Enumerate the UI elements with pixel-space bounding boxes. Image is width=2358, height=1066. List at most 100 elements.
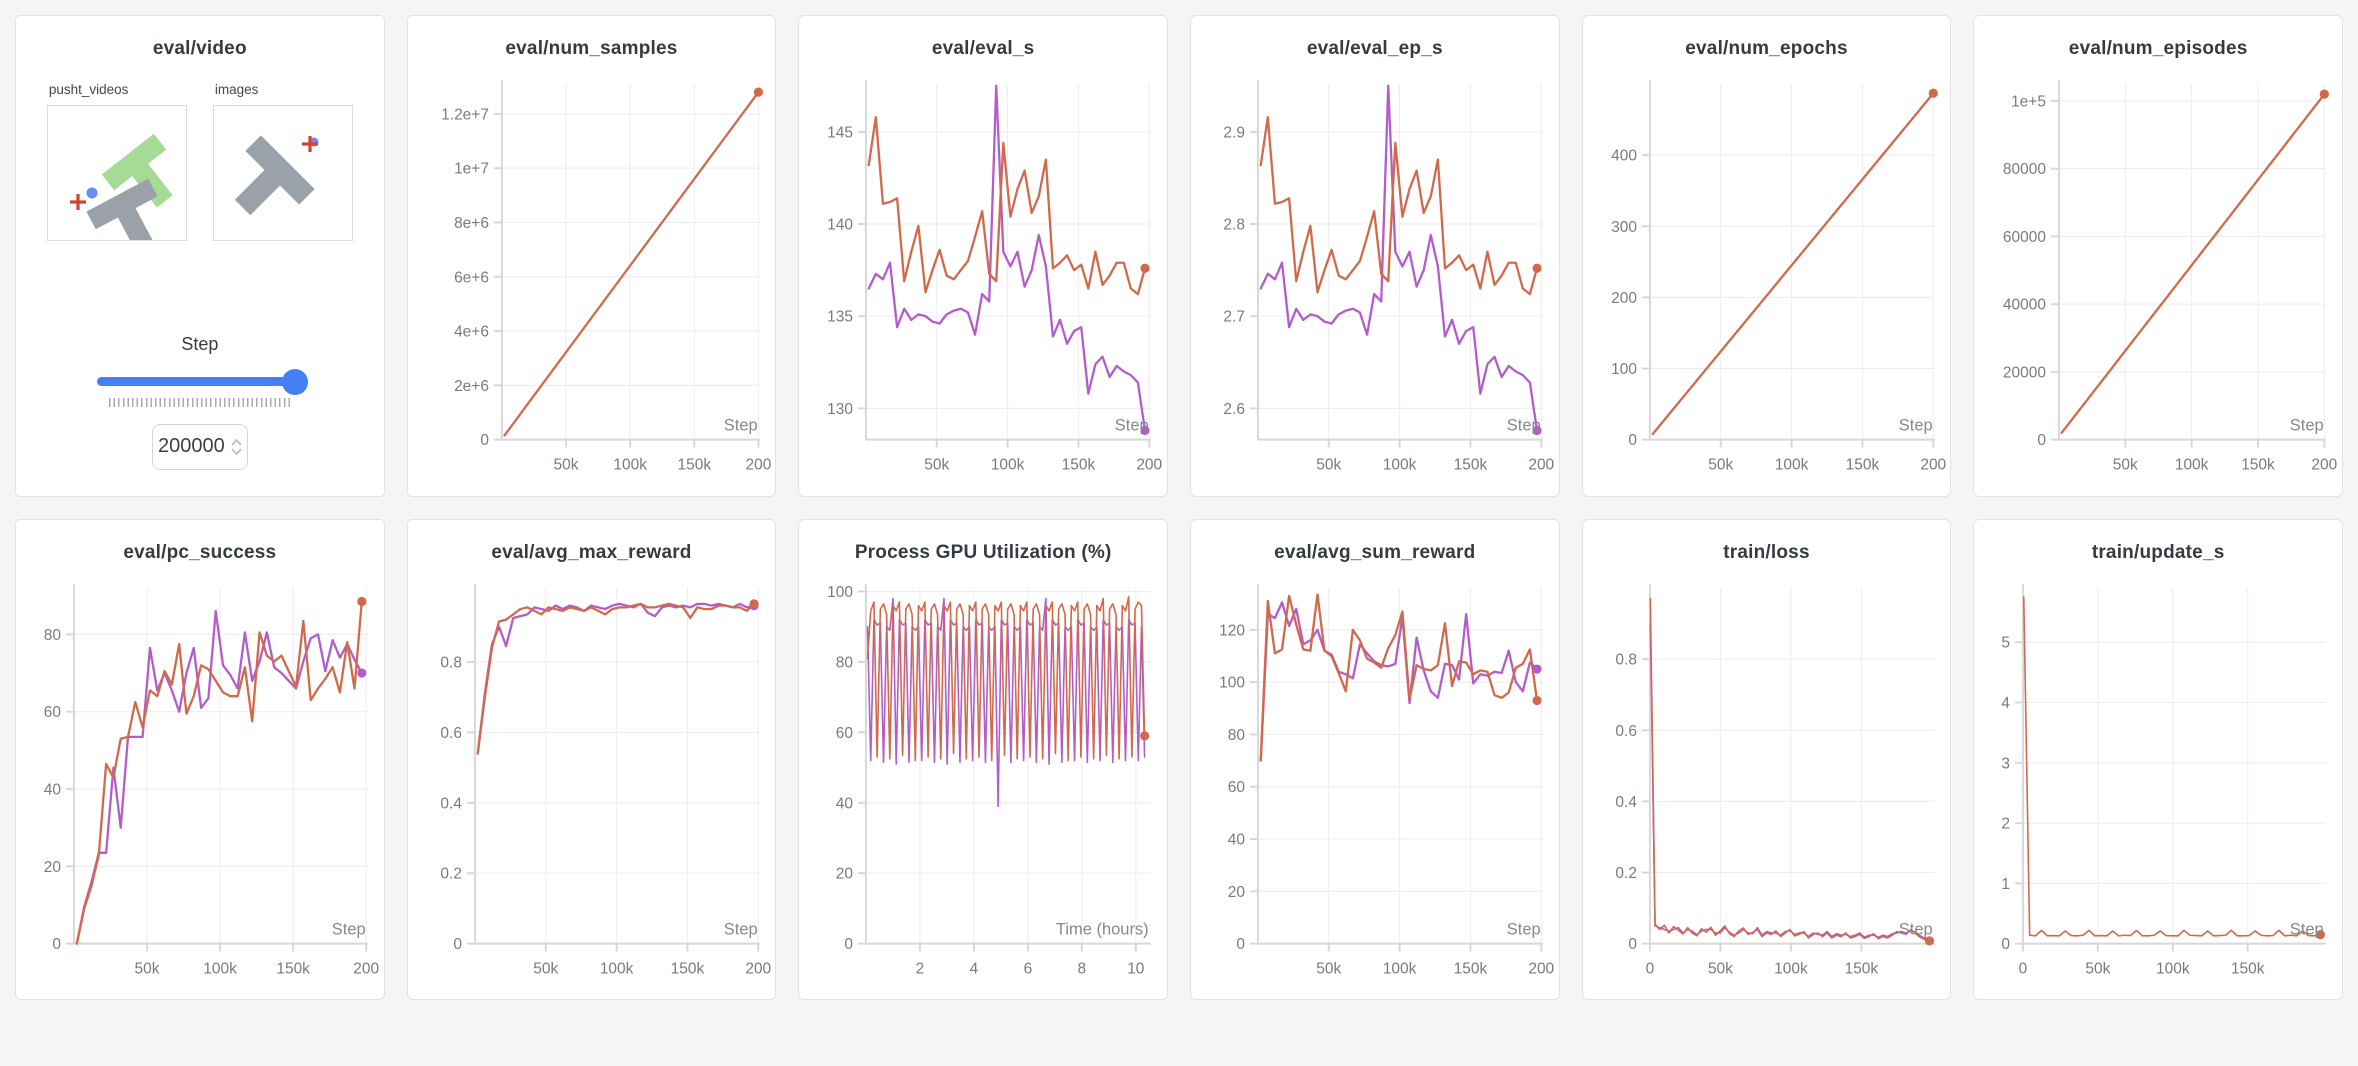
svg-text:150k: 150k	[677, 457, 711, 474]
svg-text:1.2e+7: 1.2e+7	[441, 106, 489, 123]
svg-text:100k: 100k	[1383, 960, 1417, 977]
line-chart[interactable]: 0 20 40 60 80 100 120 50k 100k 150k 200 Step	[1191, 572, 1559, 1000]
svg-text:Time (hours): Time (hours)	[1056, 920, 1149, 938]
svg-text:0.2: 0.2	[1615, 865, 1637, 882]
chart-title: eval/avg_sum_reward	[1274, 541, 1476, 563]
svg-text:4: 4	[970, 960, 979, 977]
svg-text:Step: Step	[1898, 920, 1932, 938]
pusht-env-render	[69, 133, 173, 252]
svg-text:20: 20	[836, 865, 853, 882]
svg-text:0.4: 0.4	[440, 795, 462, 812]
svg-text:1e+7: 1e+7	[454, 161, 489, 178]
chart-title: train/loss	[1723, 541, 1810, 563]
chart-title: eval/num_samples	[505, 38, 678, 59]
svg-text:0.6: 0.6	[440, 724, 462, 741]
svg-text:0: 0	[2038, 432, 2047, 449]
step-slider-track[interactable]	[97, 377, 303, 387]
svg-text:100k: 100k	[1774, 960, 1808, 977]
svg-text:0.6: 0.6	[1615, 722, 1637, 739]
slider-tick-ruler	[108, 397, 291, 407]
svg-text:150k: 150k	[1062, 457, 1096, 474]
svg-text:Step: Step	[2290, 920, 2324, 938]
svg-text:8e+6: 8e+6	[454, 215, 489, 232]
svg-text:80: 80	[1228, 727, 1245, 744]
line-chart[interactable]: 2.6 2.7 2.8 2.9 50k 100k 150k 200 Step	[1191, 68, 1559, 496]
line-chart[interactable]: 0 20 40 60 80 100 2 4 6 8 10 Time (hours)	[799, 572, 1167, 1000]
svg-text:150k: 150k	[1454, 960, 1488, 977]
svg-text:2.8: 2.8	[1223, 217, 1245, 234]
image-thumbnail[interactable]	[212, 105, 353, 241]
line-chart[interactable]: 0 0.2 0.4 0.6 0.8 0 50k 100k 150k Step	[1583, 572, 1951, 1000]
line-chart[interactable]: 0 2e+6 4e+6 6e+6 8e+6 1e+7 1.2e+7 50k 100k 150k 20…	[408, 68, 776, 496]
chart-title: eval/num_episodes	[2068, 38, 2248, 59]
svg-text:Step: Step	[332, 920, 366, 938]
pusht-videos-figure: pusht_videos	[46, 82, 187, 252]
line-chart[interactable]: 130 135 140 145 50k 100k 150k 200 Step	[799, 68, 1167, 496]
svg-text:20000: 20000	[2003, 364, 2046, 381]
spacer	[16, 241, 384, 334]
svg-text:200: 200	[1528, 960, 1554, 977]
svg-text:0: 0	[2002, 936, 2011, 953]
svg-text:140: 140	[827, 217, 853, 234]
svg-text:0: 0	[1628, 432, 1637, 449]
svg-text:100k: 100k	[613, 457, 647, 474]
step-slider-label: Step	[181, 333, 219, 354]
svg-text:Step: Step	[1115, 417, 1149, 435]
svg-text:150k: 150k	[1454, 457, 1488, 474]
svg-text:6: 6	[1024, 960, 1033, 977]
chart-panel-eval-avg-sum-reward: eval/avg_sum_reward 0 20 40 60 80 100 120 50k 10…	[1189, 518, 1560, 1001]
chart-title: eval/num_epochs	[1685, 38, 1848, 59]
svg-text:50k: 50k	[533, 960, 558, 977]
pusht-video-thumbnail[interactable]	[46, 105, 187, 252]
svg-text:4e+6: 4e+6	[454, 324, 489, 341]
step-number-input[interactable]: 200000	[151, 423, 248, 470]
svg-text:40: 40	[44, 781, 61, 798]
svg-text:50k: 50k	[1708, 960, 1733, 977]
svg-text:60: 60	[836, 724, 853, 741]
svg-text:1: 1	[2002, 875, 2011, 892]
line-chart[interactable]: 0 0.2 0.4 0.6 0.8 50k 100k 150k 200 Step	[408, 572, 776, 1000]
stepper-down-icon[interactable]	[231, 448, 242, 455]
svg-text:Step: Step	[723, 920, 757, 938]
chart-panel-eval-eval-s: eval/eval_s 130 135 140 145 50k 100k 150k 200 St…	[798, 15, 1168, 497]
svg-text:50k: 50k	[1316, 457, 1341, 474]
svg-text:0: 0	[1645, 960, 1654, 977]
step-slider[interactable]	[97, 368, 309, 395]
svg-text:150k: 150k	[670, 960, 704, 977]
svg-text:0: 0	[453, 936, 462, 953]
stepper-up-icon[interactable]	[231, 438, 242, 446]
line-chart[interactable]: 0 1 2 3 4 5 0 50k 100k 150k Step	[1974, 572, 2342, 1000]
step-slider-handle[interactable]	[282, 368, 309, 395]
svg-text:200: 200	[745, 457, 771, 474]
svg-text:100k: 100k	[1383, 457, 1417, 474]
svg-text:100: 100	[1219, 674, 1245, 691]
wandb-workspace-grid: eval/video pusht_videos	[15, 15, 2343, 1001]
svg-text:200: 200	[1137, 457, 1163, 474]
line-chart[interactable]: 0 20 40 60 80 50k 100k 150k 200 Step	[16, 572, 384, 1000]
agent-dot	[86, 187, 98, 199]
svg-text:100: 100	[1611, 361, 1637, 378]
svg-text:0.2: 0.2	[440, 865, 462, 882]
goal-cross	[301, 136, 318, 152]
pusht-image-render	[234, 135, 319, 216]
svg-text:150k: 150k	[1844, 960, 1878, 977]
svg-text:150k: 150k	[2242, 457, 2276, 474]
chart-panel-eval-eval-ep-s: eval/eval_ep_s 2.6 2.7 2.8 2.9 50k 100k 150k 20…	[1189, 15, 1560, 497]
svg-text:20: 20	[44, 858, 61, 875]
line-chart[interactable]: 0 100 200 300 400 50k 100k 150k 200 Step	[1583, 68, 1951, 496]
panel-eval-video: eval/video pusht_videos	[15, 15, 385, 497]
chart-panel-gpu-utilization: Process GPU Utilization (%) 0 20 40 60 80 100…	[798, 518, 1168, 1001]
svg-text:100k: 100k	[991, 457, 1025, 474]
line-chart[interactable]: 0 20000 40000 60000 80000 1e+5 50k 100k 150k 200 S…	[1974, 68, 2342, 496]
svg-text:40000: 40000	[2003, 297, 2046, 314]
svg-text:2: 2	[916, 960, 925, 977]
svg-text:2e+6: 2e+6	[454, 378, 489, 395]
svg-text:80000: 80000	[2003, 161, 2046, 178]
svg-text:0.8: 0.8	[1615, 651, 1637, 668]
svg-text:50k: 50k	[1316, 960, 1341, 977]
svg-text:40: 40	[1228, 831, 1245, 848]
panel-title: eval/video	[152, 38, 247, 59]
svg-text:6e+6: 6e+6	[454, 269, 489, 286]
step-value: 200000	[157, 435, 225, 458]
svg-text:4: 4	[2002, 695, 2011, 712]
